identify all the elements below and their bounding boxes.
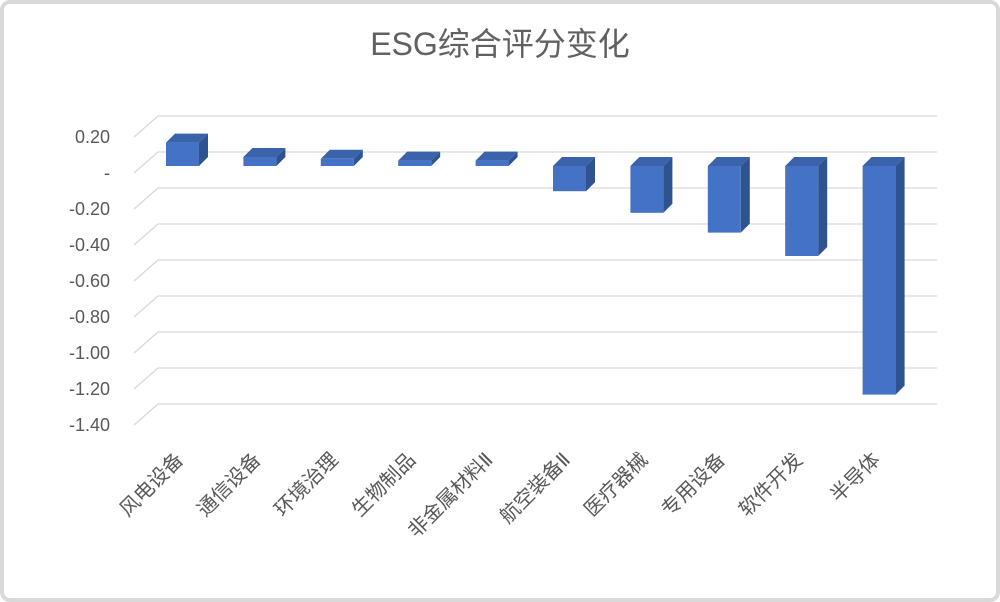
x-axis-category-label: 通信设备 (193, 448, 266, 521)
y-axis-tick-label: -0.40 (69, 235, 110, 255)
gridline (133, 115, 937, 138)
x-axis-category-label: 航空装备Ⅱ (495, 448, 575, 528)
x-axis-category-label: 环境治理 (270, 448, 343, 521)
bar-top-face (630, 157, 673, 166)
bar-side-face (508, 151, 518, 166)
gridline (133, 151, 937, 174)
bar-front-face (398, 160, 432, 166)
bar-top-face (707, 157, 750, 166)
gridline (133, 331, 937, 354)
bar-top-face (320, 149, 363, 159)
gridline (133, 223, 937, 246)
y-axis-tick-label: -0.80 (69, 307, 110, 327)
bar-side-face (740, 157, 750, 233)
bar-top-face (243, 148, 286, 157)
bar-软件开发 (785, 157, 828, 256)
bar-side-face (895, 157, 905, 395)
bar-front-face (475, 160, 509, 166)
gridline (133, 187, 937, 210)
bar-front-face (785, 166, 819, 256)
bar-风电设备 (166, 133, 208, 166)
x-axis-category-label: 生物制品 (347, 448, 420, 521)
x-axis-category-label: 软件开发 (734, 448, 807, 521)
gridline (133, 367, 937, 390)
bar-航空装备Ⅱ (553, 157, 595, 192)
gridline (133, 295, 937, 318)
y-axis-tick-label: -0.60 (69, 271, 110, 291)
y-axis-tick-label: -1.40 (69, 415, 110, 435)
bar-front-face (166, 142, 199, 166)
bar-front-face (707, 166, 741, 233)
x-axis-category-label: 医疗器械 (580, 448, 653, 521)
bar-通信设备 (243, 148, 286, 166)
bar-top-face (785, 157, 828, 166)
bar-top-face (475, 151, 518, 161)
x-axis-category-label: 专用设备 (657, 448, 730, 521)
y-axis-tick-label: -1.20 (69, 379, 110, 399)
bar-环境治理 (320, 149, 363, 166)
bar-front-face (243, 157, 277, 166)
bar-半导体 (862, 157, 905, 395)
bar-side-face (199, 133, 208, 166)
bar-side-face (276, 148, 286, 166)
bar-front-face (553, 166, 586, 192)
bar-side-face (431, 151, 441, 166)
bar-生物制品 (398, 151, 441, 166)
bar-side-face (353, 149, 363, 166)
bar-非金属材料Ⅱ (475, 151, 518, 166)
bar-side-face (586, 157, 595, 192)
gridline (133, 259, 937, 282)
x-axis-category-label: 半导体 (826, 448, 885, 507)
bar-top-face (862, 157, 905, 166)
bar-top-face (398, 151, 441, 161)
bar-专用设备 (707, 157, 750, 233)
bar-top-face (166, 133, 208, 143)
bar-top-face (553, 157, 595, 166)
bar-side-face (663, 157, 673, 213)
bar-front-face (630, 166, 664, 213)
y-axis-tick-label: -1.00 (69, 343, 110, 363)
bar-front-face (862, 166, 896, 395)
y-axis-tick-label: 0.20 (75, 127, 110, 147)
bar-医疗器械 (630, 157, 673, 213)
chart-title: ESG综合评分变化 (370, 26, 630, 62)
y-axis-tick-label: -0.20 (69, 199, 110, 219)
y-axis-tick-label: - (104, 163, 110, 183)
bar-side-face (818, 157, 828, 256)
x-axis-category-label: 风电设备 (115, 448, 188, 521)
gridline (133, 403, 937, 426)
bar-front-face (320, 158, 354, 166)
